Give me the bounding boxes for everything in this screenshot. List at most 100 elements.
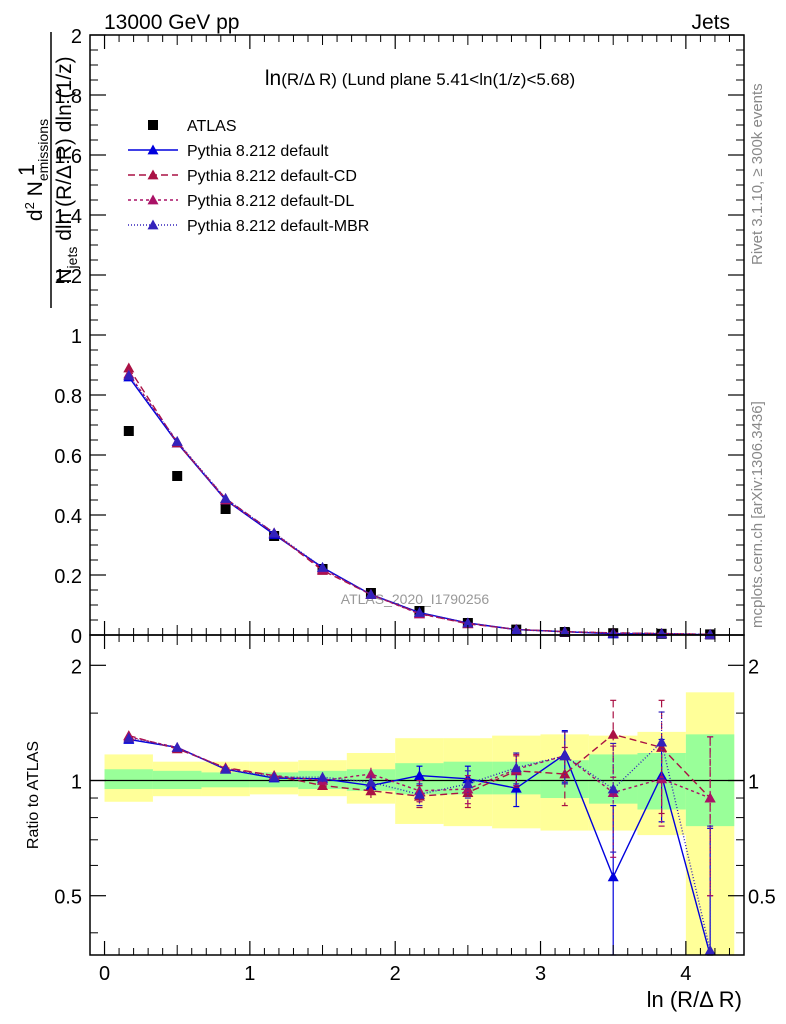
legend-item: Pythia 8.212 default xyxy=(128,143,329,160)
main-ytick-label: 1.4 xyxy=(54,206,82,228)
main-ytick-label: 1 xyxy=(71,326,82,348)
legend: ATLAS Pythia 8.212 default Pythia 8.212 de… xyxy=(128,118,369,235)
ratio-point xyxy=(656,741,668,752)
ratio-ytick-label: 2 xyxy=(71,656,82,678)
ratio-ylabel: Ratio to ATLAS xyxy=(25,741,42,849)
data-point xyxy=(510,624,522,634)
ratio-point xyxy=(365,768,377,779)
data-point xyxy=(413,607,425,617)
ratio-point xyxy=(268,771,280,782)
ratio-series-pythia-8-212-default-mbr xyxy=(123,711,716,956)
ratio-point xyxy=(656,736,668,747)
ratio-point xyxy=(462,783,474,794)
legend-label: Pythia 8.212 default xyxy=(187,143,329,160)
legend-marker xyxy=(147,144,159,155)
ratio-point xyxy=(365,776,377,787)
watermark: ATLAS_2020_I1790256 xyxy=(341,591,490,607)
legend-marker xyxy=(147,169,159,180)
ratio-ytick-label: 0.5 xyxy=(54,887,82,909)
main-ylabel: 1 d2 Nemissions Njets dln (R/Δ R) dln (1… xyxy=(14,32,80,308)
main-ytick-label: 0.4 xyxy=(54,506,82,528)
main-ytick-label: 0.8 xyxy=(54,386,82,408)
legend-label: Pythia 8.212 default-MBR xyxy=(187,218,369,235)
main-ytick-label: 0.2 xyxy=(54,566,82,588)
data-point xyxy=(462,617,474,628)
stat-band xyxy=(201,772,250,788)
ylabel-numerator: d2 Nemissions xyxy=(22,119,51,221)
title-rest: (Lund plane 5.41<ln(1/z)<5.68) xyxy=(337,70,575,89)
data-point xyxy=(123,426,134,436)
main-ytick-label: 0.6 xyxy=(54,446,82,468)
legend-marker xyxy=(148,120,158,130)
ylabel-num-sub: emissions xyxy=(35,119,51,181)
ylabel-den-sub: jets xyxy=(64,247,80,270)
axes: 0 0.2 0.4 0.6 0.8 1 1.2 1.4 1.6 1.8 2 0.5 0.5 1 1 2 2 0 1 2… xyxy=(54,26,776,985)
xtick-label: 2 xyxy=(390,963,401,985)
legend-item: Pythia 8.212 default-CD xyxy=(128,168,357,185)
data-point xyxy=(317,562,329,572)
ylabel-denominator: Njets dln (R/Δ R) dln (1/z) xyxy=(53,56,80,283)
data-point xyxy=(559,626,571,637)
ratio-ytick-label-right: 1 xyxy=(748,772,759,794)
ylabel-den-rest: dln (R/Δ R) dln (1/z) xyxy=(53,56,76,246)
ratio-point xyxy=(559,750,571,761)
data-point xyxy=(172,471,183,481)
legend-item: Pythia 8.212 default-DL xyxy=(128,193,354,210)
ratio-point xyxy=(220,763,232,774)
main-ytick-label: 2 xyxy=(71,26,82,48)
ratio-point xyxy=(607,783,619,794)
stat-band xyxy=(104,769,153,790)
ylabel-one: 1 xyxy=(14,164,39,176)
ylabel-den-N: N xyxy=(53,268,76,283)
ratio-point xyxy=(607,728,619,739)
ratio-point xyxy=(413,770,425,780)
data-point xyxy=(220,493,232,503)
ratio-point xyxy=(510,762,522,773)
xtick-label: 3 xyxy=(535,963,546,985)
data-point xyxy=(268,527,280,538)
ratio-point xyxy=(607,871,619,882)
ratio-point xyxy=(317,771,329,782)
main-ytick-label: 1.2 xyxy=(54,266,82,288)
data-point xyxy=(123,362,135,373)
header-right: Jets xyxy=(691,11,730,34)
ratio-point xyxy=(317,780,329,790)
main-ytick-label: 1.6 xyxy=(54,146,82,168)
xtick-label: 1 xyxy=(244,963,255,985)
legend-label: Pythia 8.212 default-DL xyxy=(187,193,354,210)
ratio-point xyxy=(123,732,135,743)
ratio-ytick-label-right: 2 xyxy=(748,656,759,678)
ratio-point xyxy=(171,741,183,752)
ylabel-num-sup: 2 xyxy=(22,202,37,209)
ratio-point xyxy=(365,785,377,796)
x-axis-label: ln (R/Δ R) xyxy=(647,987,742,1012)
legend-marker xyxy=(147,219,159,230)
legend-marker xyxy=(147,194,159,205)
main-ytick-label: 0 xyxy=(71,626,82,648)
xtick-label: 4 xyxy=(680,963,691,985)
legend-label: ATLAS xyxy=(187,118,237,135)
legend-item: ATLAS xyxy=(148,118,237,135)
ratio-frame xyxy=(89,634,745,956)
title-paren: (R/Δ R) xyxy=(281,70,337,89)
main-title: ln(R/Δ R) (Lund plane 5.41<ln(1/z)<5.68) xyxy=(265,67,575,90)
rivet-label: Rivet 3.1.10, ≥ 300k events xyxy=(749,83,766,265)
xtick-label: 0 xyxy=(99,963,110,985)
ylabel-num-d: d xyxy=(24,209,47,221)
ratio-point xyxy=(704,792,716,803)
legend-item: Pythia 8.212 default-MBR xyxy=(128,218,369,235)
data-point xyxy=(123,370,135,380)
ratio-point xyxy=(462,778,474,789)
ylabel-num-N: N xyxy=(24,181,47,202)
ratio-uncertainty-bands xyxy=(104,692,735,955)
ratio-point xyxy=(704,944,716,955)
ratio-ytick-label: 1 xyxy=(71,772,82,794)
ratio-point xyxy=(559,768,571,779)
title-ln: ln xyxy=(265,67,281,90)
main-ytick-label: 1.8 xyxy=(54,86,82,108)
data-point xyxy=(704,628,716,639)
data-point xyxy=(220,504,231,514)
header-left: 13000 GeV pp xyxy=(104,11,239,34)
ratio-point xyxy=(413,788,425,799)
